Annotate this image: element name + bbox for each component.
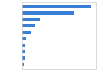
Bar xyxy=(22,11,74,15)
Bar xyxy=(22,50,25,53)
Bar xyxy=(22,24,35,27)
Bar xyxy=(22,31,31,34)
Bar xyxy=(22,63,24,66)
Bar xyxy=(22,5,90,8)
Bar xyxy=(22,56,25,60)
Bar xyxy=(22,44,25,47)
Bar xyxy=(22,37,26,40)
Bar xyxy=(22,2,96,69)
Bar xyxy=(22,18,40,21)
